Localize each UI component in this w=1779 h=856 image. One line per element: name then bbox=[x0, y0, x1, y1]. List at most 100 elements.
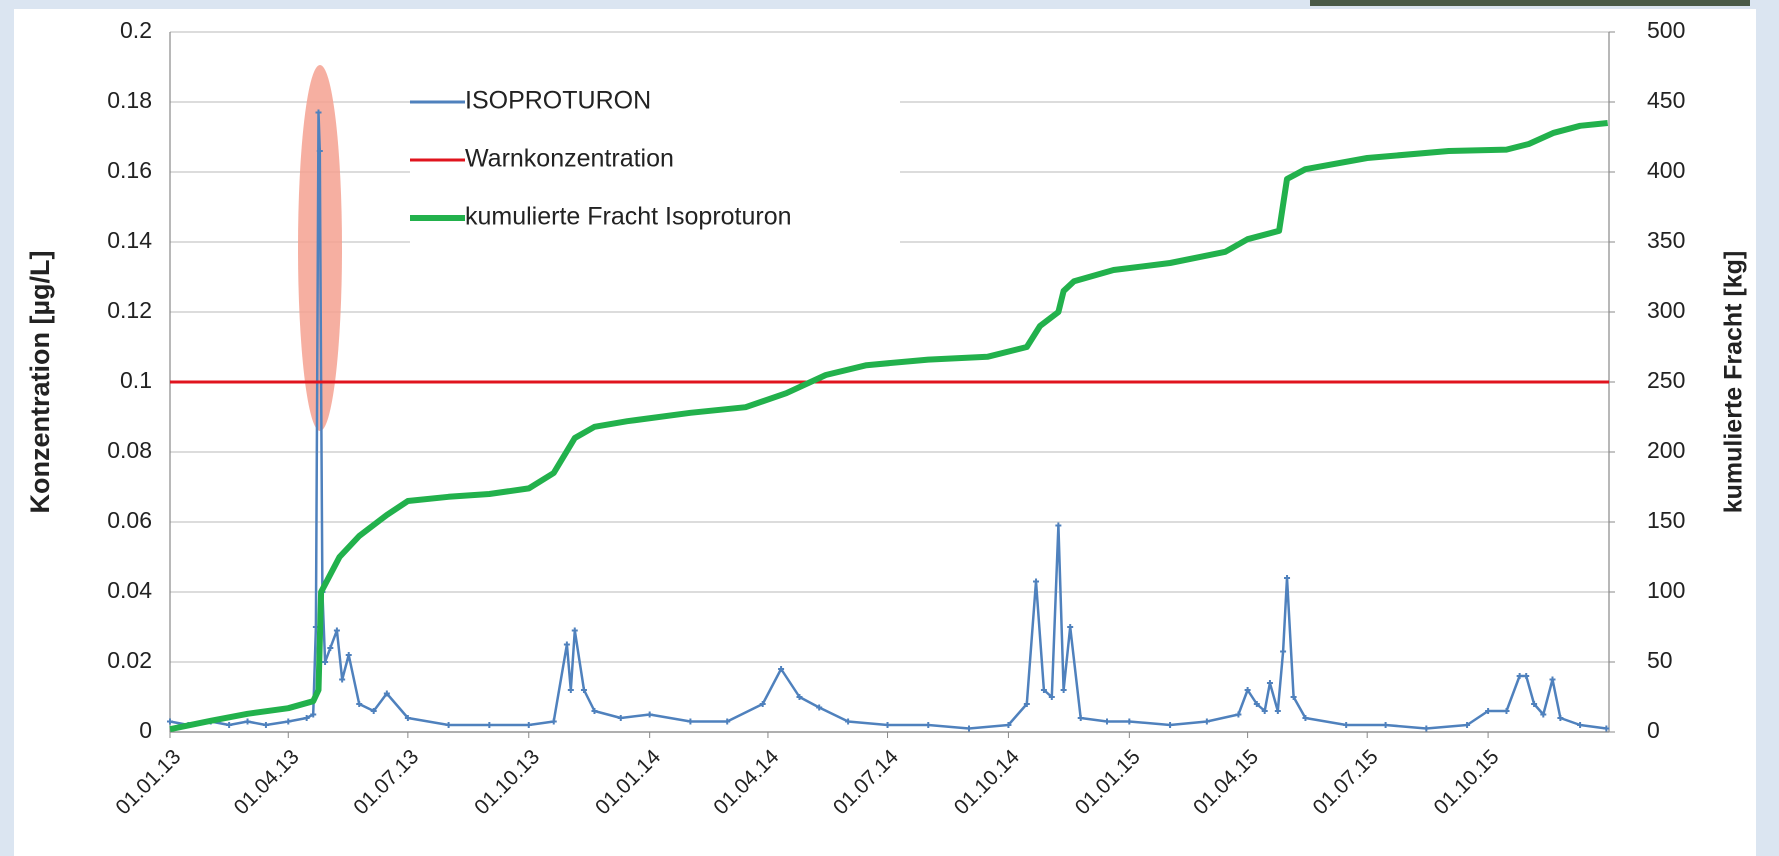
series-line bbox=[169, 120, 1609, 733]
point-marker bbox=[1423, 725, 1430, 732]
y-tick-label: 0.08 bbox=[107, 437, 152, 463]
y2-tick-label: 150 bbox=[1647, 507, 1685, 533]
point-marker bbox=[1540, 711, 1547, 718]
point-marker bbox=[1235, 711, 1242, 718]
point-marker bbox=[724, 718, 731, 725]
point-marker bbox=[404, 715, 411, 721]
point-marker bbox=[1577, 722, 1584, 728]
point-marker bbox=[1244, 687, 1251, 693]
y-tick-label: 0.12 bbox=[107, 297, 152, 323]
point-marker bbox=[1274, 708, 1281, 714]
point-marker bbox=[687, 718, 694, 725]
y2-tick-label: 500 bbox=[1647, 17, 1685, 43]
point-marker bbox=[1523, 673, 1530, 679]
point-marker bbox=[1603, 725, 1610, 732]
y-tick-label: 0 bbox=[139, 717, 152, 743]
point-marker bbox=[445, 722, 452, 728]
y-tick-label: 0.02 bbox=[107, 647, 152, 673]
y2-tick-label: 350 bbox=[1647, 227, 1685, 253]
point-marker bbox=[1485, 708, 1492, 714]
y2-tick-label: 50 bbox=[1647, 647, 1673, 673]
point-marker bbox=[1103, 718, 1110, 725]
point-marker bbox=[1382, 722, 1389, 728]
point-marker bbox=[1048, 694, 1055, 700]
point-marker bbox=[1040, 687, 1047, 693]
point-marker bbox=[591, 708, 598, 714]
point-marker bbox=[262, 722, 269, 728]
point-marker bbox=[226, 722, 233, 728]
y-tick-label: 0.2 bbox=[120, 17, 152, 43]
point-marker bbox=[285, 718, 292, 725]
point-marker bbox=[925, 722, 932, 728]
point-marker bbox=[345, 652, 352, 658]
point-marker bbox=[1516, 673, 1523, 679]
point-marker bbox=[567, 687, 574, 693]
y2-axis-title: kumulierte Fracht [kg] bbox=[1720, 251, 1748, 514]
point-marker bbox=[316, 148, 323, 154]
point-marker bbox=[1261, 708, 1268, 714]
point-marker bbox=[333, 627, 340, 634]
point-marker bbox=[1167, 722, 1174, 728]
point-marker bbox=[1126, 718, 1133, 725]
point-marker bbox=[571, 627, 578, 634]
y2-tick-label: 450 bbox=[1647, 87, 1685, 113]
point-marker bbox=[759, 701, 766, 707]
point-marker bbox=[1464, 722, 1471, 728]
point-marker bbox=[816, 704, 823, 711]
point-marker bbox=[327, 645, 334, 651]
point-marker bbox=[966, 725, 973, 732]
point-marker bbox=[1077, 715, 1084, 721]
point-marker bbox=[167, 718, 173, 725]
legend-label: kumulierte Fracht Isoproturon bbox=[465, 203, 792, 231]
y-tick-label: 0.18 bbox=[107, 87, 152, 113]
y2-tick-label: 200 bbox=[1647, 437, 1685, 463]
y2-tick-label: 250 bbox=[1647, 367, 1685, 393]
point-marker bbox=[845, 718, 852, 725]
legend-box bbox=[410, 80, 900, 250]
point-marker bbox=[244, 718, 251, 725]
series-line bbox=[169, 111, 1607, 730]
point-marker bbox=[1503, 708, 1510, 714]
point-marker bbox=[356, 701, 363, 707]
point-marker bbox=[1302, 715, 1309, 721]
legend-label: Warnkonzentration bbox=[465, 145, 674, 173]
point-marker bbox=[1033, 578, 1040, 585]
point-marker bbox=[1067, 624, 1074, 630]
point-marker bbox=[1343, 722, 1350, 728]
point-marker bbox=[310, 711, 317, 718]
point-marker bbox=[884, 722, 891, 728]
point-marker bbox=[315, 109, 322, 116]
point-marker bbox=[1266, 680, 1273, 686]
point-marker bbox=[580, 687, 587, 693]
point-marker bbox=[563, 641, 570, 648]
point-marker bbox=[383, 690, 390, 697]
y2-tick-label: 0 bbox=[1647, 717, 1660, 743]
point-marker bbox=[1060, 687, 1067, 693]
point-marker bbox=[525, 722, 532, 728]
point-marker bbox=[1549, 676, 1556, 683]
point-marker bbox=[339, 676, 346, 683]
y-tick-label: 0.16 bbox=[107, 157, 152, 183]
point-marker bbox=[1253, 701, 1260, 707]
y-axis-title: Konzentration [µg/L] bbox=[25, 250, 55, 513]
point-marker bbox=[1203, 718, 1210, 725]
point-marker bbox=[1290, 694, 1297, 700]
point-marker bbox=[1005, 722, 1012, 728]
point-marker bbox=[778, 666, 785, 672]
y-tick-label: 0.1 bbox=[120, 367, 152, 393]
y-tick-label: 0.06 bbox=[107, 507, 152, 533]
legend-label: ISOPROTURON bbox=[465, 87, 651, 115]
point-marker bbox=[1557, 715, 1564, 721]
y2-tick-label: 300 bbox=[1647, 297, 1685, 323]
point-marker bbox=[796, 694, 803, 700]
y2-tick-label: 100 bbox=[1647, 577, 1685, 603]
point-marker bbox=[322, 659, 329, 665]
point-marker bbox=[1280, 648, 1287, 655]
point-marker bbox=[646, 711, 653, 718]
y-tick-label: 0.14 bbox=[107, 227, 152, 253]
y2-tick-label: 400 bbox=[1647, 157, 1685, 183]
point-marker bbox=[1023, 701, 1030, 707]
point-marker bbox=[486, 722, 493, 728]
point-marker bbox=[617, 715, 624, 721]
